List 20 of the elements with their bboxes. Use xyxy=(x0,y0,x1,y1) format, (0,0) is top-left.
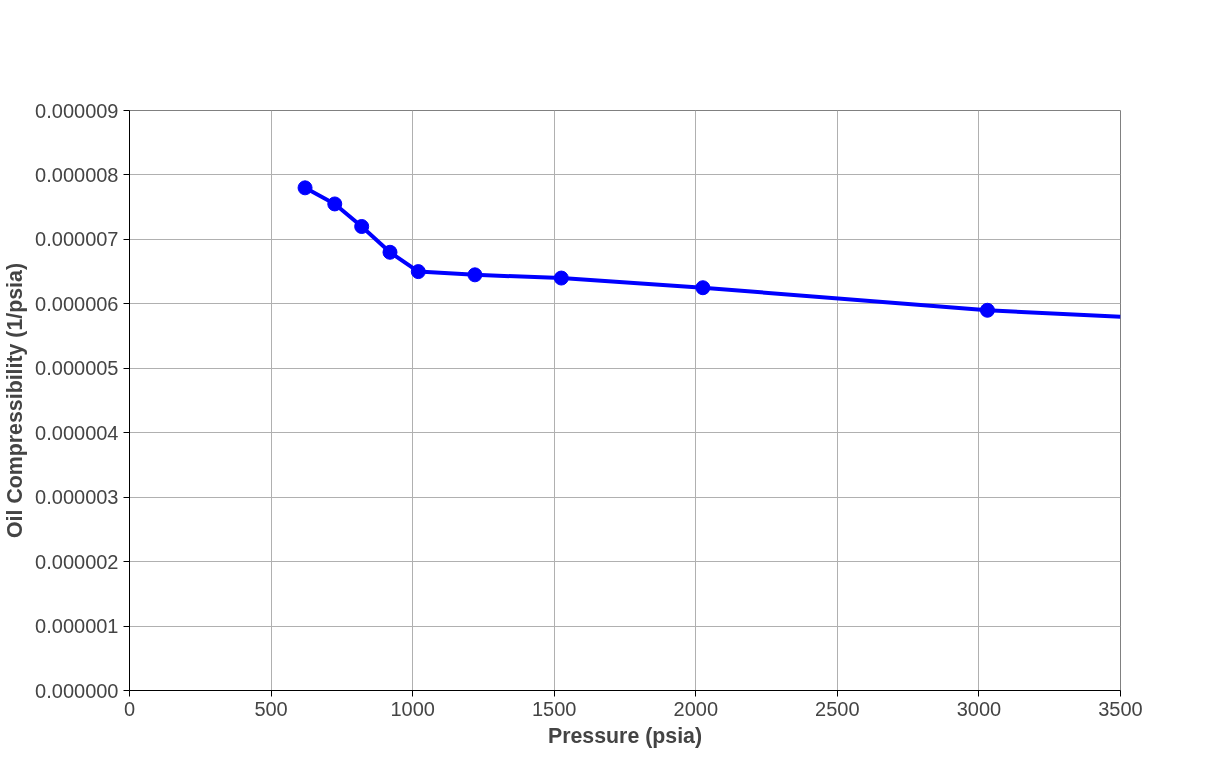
x-tick-label: 2000 xyxy=(673,697,719,720)
y-axis-title: Oil Compressibility (1/psia) xyxy=(3,263,28,538)
y-tick-label: 0.000006 xyxy=(35,292,119,315)
y-tick-label: 0.000004 xyxy=(35,421,119,444)
y-tick-label: 0.000005 xyxy=(35,357,119,380)
x-tick-label: 3500 xyxy=(1098,697,1143,720)
y-tick-label: 0.000003 xyxy=(35,486,119,509)
x-tick-label: 2500 xyxy=(815,697,860,720)
x-tick-label: 1500 xyxy=(531,697,577,720)
y-tick-label: 0.000000 xyxy=(35,679,119,702)
y-tick-label: 0.000002 xyxy=(35,550,119,573)
x-tick-label: 3000 xyxy=(956,697,1002,720)
x-axis-title: Pressure (psia) xyxy=(547,723,703,748)
x-tick-label: 500 xyxy=(254,697,288,720)
y-tick-label: 0.000001 xyxy=(35,615,119,638)
x-tick-label: 0 xyxy=(123,697,136,720)
x-tick-label: 1000 xyxy=(390,697,435,720)
y-tick-label: 0.000009 xyxy=(35,99,119,122)
y-tick-label: 0.000008 xyxy=(35,163,119,186)
y-tick-label: 0.000007 xyxy=(35,228,119,251)
